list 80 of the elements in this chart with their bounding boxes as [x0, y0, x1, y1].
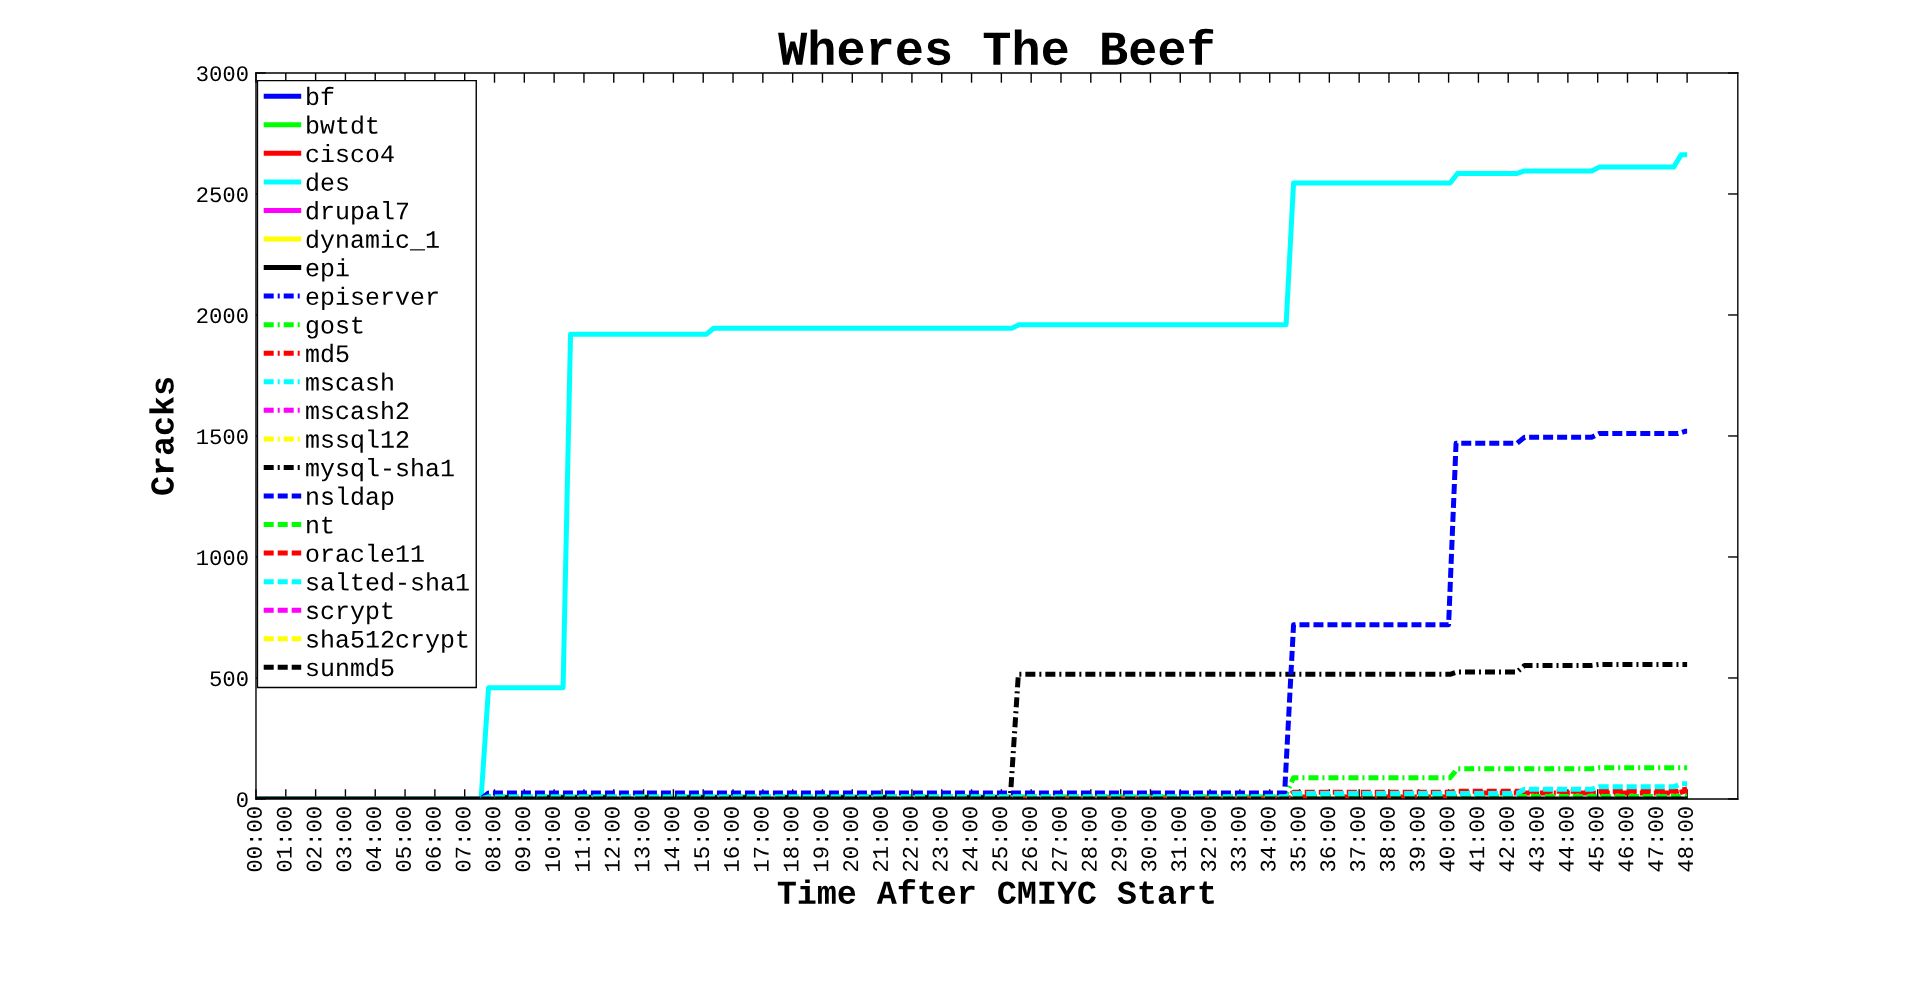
x-axis-title: Time After CMIYC Start: [777, 879, 1214, 905]
x-tick-label: 33:00: [1230, 807, 1246, 872]
x-tick-label: 28:00: [1081, 807, 1097, 872]
legend-label: mssql12: [306, 429, 409, 453]
x-tick-label: 17:00: [753, 807, 769, 871]
x-tick-label: 38:00: [1379, 807, 1395, 872]
legend-label: nsldap: [307, 486, 394, 510]
y-tick-label: 500: [210, 671, 248, 687]
y-tick-label: 0: [237, 792, 248, 808]
x-tick-label: 35:00: [1290, 807, 1306, 872]
x-tick-label: 30:00: [1141, 807, 1157, 872]
x-tick-label: 11:00: [574, 807, 590, 871]
x-tick-label: 44:00: [1558, 807, 1574, 872]
x-tick-label: 07:00: [455, 807, 471, 872]
legend-label: sha512crypt: [307, 629, 468, 653]
x-tick-label: 15:00: [694, 807, 710, 871]
y-axis-title: Cracks: [149, 378, 174, 495]
x-tick-label: 06:00: [425, 807, 441, 872]
chart-title: Wheres The Beef: [778, 28, 1214, 66]
x-tick-label: 10:00: [545, 807, 561, 871]
x-tick-label: 01:00: [276, 807, 292, 872]
legend-label: cisco4: [306, 143, 394, 163]
x-tick-label: 20:00: [843, 807, 859, 872]
y-tick-label: 1500: [197, 429, 248, 445]
x-tick-label: 43:00: [1528, 807, 1545, 872]
legend-label: episerver: [306, 286, 438, 311]
x-tick-label: 31:00: [1171, 807, 1187, 872]
x-tick-label: 47:00: [1648, 807, 1664, 872]
x-tick-label: 02:00: [306, 807, 322, 872]
x-tick-label: 21:00: [872, 807, 889, 872]
x-tick-label: 03:00: [336, 807, 352, 872]
y-tick-label: 1000: [197, 550, 248, 566]
legend-label: mscash: [306, 372, 393, 391]
x-tick-label: 09:00: [515, 807, 531, 872]
x-tick-label: 42:00: [1499, 807, 1515, 872]
legend-label: mysql-sha1: [306, 458, 454, 482]
x-tick-label: 12:00: [604, 807, 620, 871]
x-tick-label: 27:00: [1051, 807, 1067, 872]
legend-label: md5: [306, 343, 349, 363]
x-tick-label: 13:00: [634, 807, 650, 871]
x-tick-label: 34:00: [1260, 807, 1276, 872]
y-tick-label: 3000: [197, 66, 248, 82]
x-tick-label: 04:00: [366, 807, 382, 872]
legend-label: salted-sha1: [307, 572, 469, 591]
legend-label: des: [306, 172, 348, 191]
legend-label: sunmd5: [307, 657, 394, 677]
x-tick-label: 36:00: [1320, 807, 1336, 872]
x-tick-label: 08:00: [485, 807, 501, 872]
x-tick-label: 41:00: [1469, 807, 1485, 872]
y-tick-label: 2000: [197, 308, 248, 324]
legend-label: gost: [306, 316, 363, 339]
x-tick-label: 40:00: [1439, 807, 1455, 872]
x-tick-label: 14:00: [664, 807, 680, 871]
x-tick-label: 22:00: [902, 807, 918, 872]
legend-label: scrypt: [307, 602, 393, 625]
x-tick-label: 48:00: [1678, 807, 1694, 872]
legend-label: mscash2: [306, 400, 409, 420]
x-tick-label: 23:00: [932, 807, 948, 872]
x-tick-label: 05:00: [395, 807, 412, 872]
x-tick-label: 00:00: [246, 807, 262, 872]
y-tick-label: 2500: [197, 187, 248, 203]
x-tick-label: 32:00: [1200, 807, 1217, 872]
x-tick-label: 26:00: [1022, 807, 1038, 872]
legend-label: drupal7: [306, 201, 409, 225]
x-tick-label: 25:00: [992, 807, 1008, 872]
legend-label: bwtdt: [307, 115, 378, 134]
legend-label: oracle11: [306, 543, 424, 563]
legend-label: nt: [307, 516, 333, 534]
x-tick-label: 45:00: [1588, 807, 1604, 872]
x-tick-label: 39:00: [1409, 807, 1425, 872]
x-tick-label: 24:00: [962, 807, 978, 872]
legend-label: dynamic_1: [306, 229, 439, 253]
x-tick-label: 46:00: [1618, 807, 1634, 872]
x-tick-label: 16:00: [723, 807, 739, 871]
legend-label: bf: [307, 86, 334, 106]
x-tick-label: 19:00: [813, 807, 829, 871]
legend-label: epi: [306, 258, 349, 282]
x-tick-label: 18:00: [783, 807, 799, 871]
x-tick-label: 29:00: [1111, 807, 1127, 872]
x-tick-label: 37:00: [1350, 807, 1366, 872]
